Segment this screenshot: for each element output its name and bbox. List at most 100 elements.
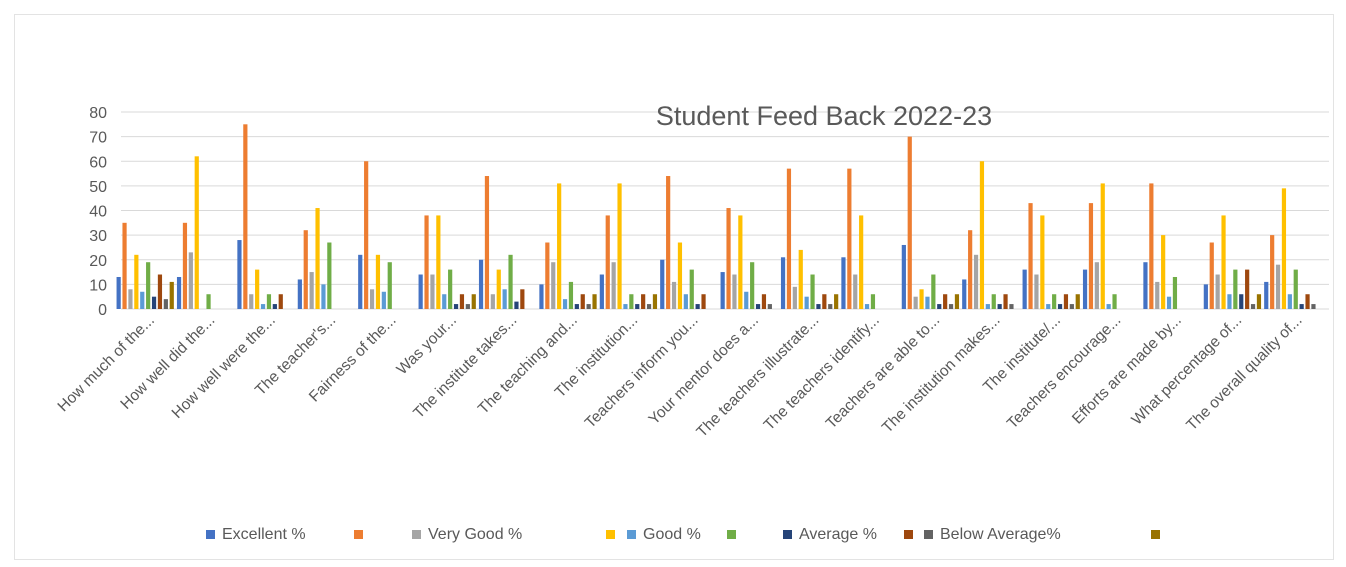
- bar: [1161, 235, 1166, 310]
- bar: [580, 294, 585, 309]
- bar: [249, 294, 254, 309]
- bar: [146, 262, 151, 309]
- bar: [792, 286, 797, 309]
- legend-swatch: [727, 530, 736, 539]
- bar: [514, 301, 519, 309]
- bar: [381, 291, 386, 309]
- legend-swatch: [206, 530, 215, 539]
- bar: [1166, 296, 1172, 309]
- bar: [1256, 294, 1262, 309]
- bar: [991, 294, 996, 309]
- bar: [122, 222, 127, 309]
- bar: [484, 176, 490, 309]
- legend-swatch: [627, 530, 636, 539]
- bar: [677, 242, 683, 309]
- bar: [1209, 242, 1214, 309]
- bar: [272, 304, 277, 309]
- legend-label: Below Average%: [940, 526, 1061, 543]
- y-tick-label: 0: [98, 302, 107, 319]
- y-tick-label: 30: [89, 228, 107, 245]
- bar: [1112, 294, 1117, 309]
- bar: [459, 294, 465, 309]
- bar: [671, 281, 677, 309]
- bar: [623, 304, 628, 309]
- bar: [1022, 269, 1027, 309]
- bar: [925, 296, 930, 309]
- bar: [660, 259, 665, 309]
- bar: [508, 254, 513, 309]
- x-axis-category-labels: How much of the...How well did the...How…: [55, 312, 1306, 441]
- bar: [297, 279, 302, 309]
- bar: [1155, 281, 1160, 309]
- bar: [954, 294, 960, 309]
- bar: [1046, 304, 1051, 309]
- bar: [169, 281, 174, 309]
- legend-swatch: [354, 530, 363, 539]
- bars: [116, 124, 1316, 310]
- bar: [442, 294, 447, 309]
- bar: [321, 284, 326, 310]
- legend-swatch: [924, 530, 933, 539]
- bar: [1239, 294, 1244, 309]
- bar: [1293, 269, 1298, 309]
- bar: [689, 269, 694, 309]
- bar: [278, 294, 283, 309]
- bar: [1034, 274, 1039, 309]
- bar: [943, 294, 948, 309]
- legend-swatch: [606, 530, 615, 539]
- bar: [726, 208, 731, 309]
- bar: [816, 304, 821, 309]
- bar: [1299, 304, 1304, 309]
- bar: [761, 294, 767, 309]
- legend-swatch: [783, 530, 792, 539]
- bar: [1040, 215, 1045, 309]
- bar: [1094, 262, 1099, 309]
- bar: [1227, 294, 1232, 309]
- bar: [176, 276, 182, 309]
- bar: [502, 289, 507, 309]
- x-category-label: Efforts are made by...: [1069, 312, 1185, 428]
- bar: [870, 294, 876, 309]
- bar: [243, 124, 248, 309]
- bar: [539, 284, 544, 310]
- bar: [1143, 262, 1148, 309]
- gridlines: [121, 111, 1329, 310]
- bar: [913, 296, 918, 309]
- bar: [568, 281, 574, 309]
- bar: [364, 161, 369, 309]
- bar: [666, 176, 671, 309]
- bar: [1028, 203, 1033, 309]
- bar: [1311, 304, 1316, 309]
- bar: [418, 274, 423, 309]
- bar: [641, 294, 646, 309]
- bar: [732, 274, 737, 309]
- x-category-label: How well were the...: [169, 312, 279, 422]
- y-tick-label: 80: [89, 105, 107, 122]
- bar: [804, 296, 809, 309]
- bar: [973, 254, 979, 309]
- bar: [255, 269, 260, 309]
- bar: [490, 294, 495, 309]
- y-tick-label: 20: [89, 253, 107, 270]
- bar: [847, 168, 852, 309]
- bar: [1264, 281, 1269, 309]
- bar: [1221, 215, 1226, 309]
- bar: [574, 304, 579, 309]
- bar: [629, 294, 634, 309]
- bar: [738, 215, 743, 309]
- bar: [375, 254, 381, 309]
- bar: [859, 215, 864, 309]
- bar: [309, 272, 314, 309]
- bar: [1075, 294, 1080, 309]
- bar: [134, 254, 139, 309]
- bar: [1057, 304, 1063, 309]
- bar: [369, 289, 375, 309]
- bar: [206, 294, 211, 309]
- x-category-label: Teachers inform you...: [582, 312, 702, 432]
- legend-swatch: [1151, 530, 1160, 539]
- x-category-label: Your mentor does a...: [646, 312, 762, 428]
- bar: [562, 299, 568, 309]
- x-category-label: The teachers illustrate...: [693, 312, 822, 441]
- bar: [780, 257, 786, 309]
- bar: [116, 276, 121, 309]
